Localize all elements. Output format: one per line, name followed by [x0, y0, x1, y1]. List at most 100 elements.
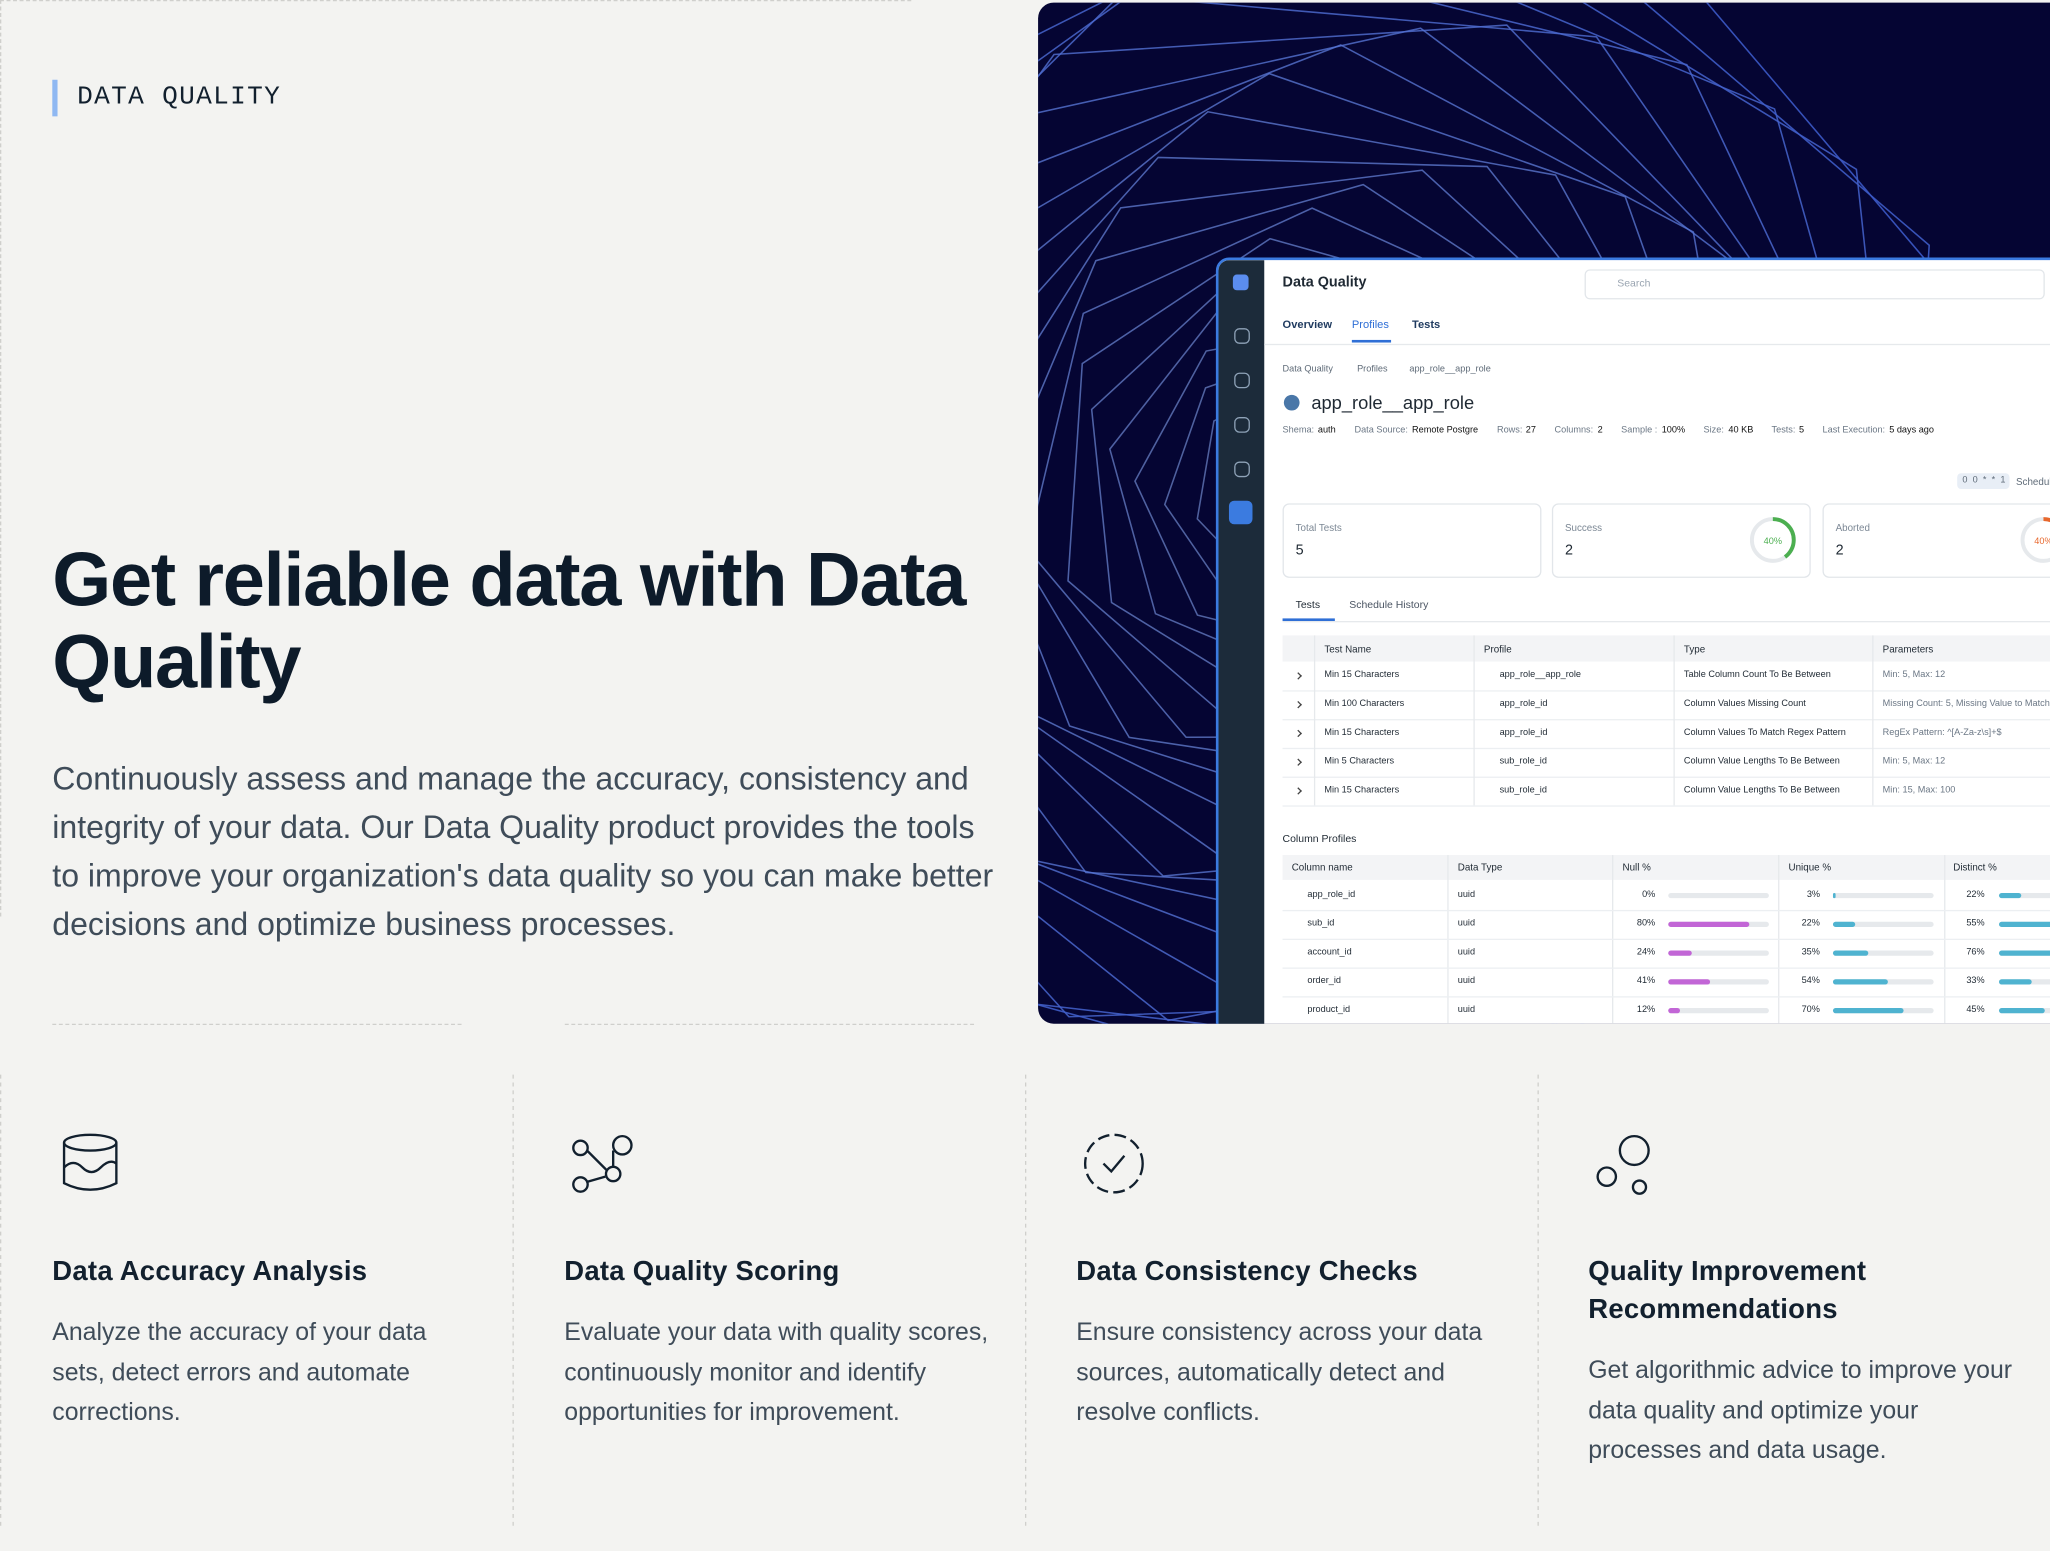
feature-description: Evaluate your data with quality scores, …: [564, 1319, 989, 1427]
th: Type: [1683, 642, 1706, 655]
meta-label: Last Execution:: [1822, 425, 1886, 436]
meta-label: Tests:: [1771, 425, 1796, 436]
td: Min 100 Characters: [1324, 699, 1405, 709]
feature-title: Data Consistency Checks: [1076, 1256, 1418, 1287]
bar-track: [1832, 950, 1934, 956]
stat-card: [1822, 503, 2050, 578]
td: app_role_id: [1499, 727, 1548, 738]
feature: Data Consistency Checks Ensure consistenc…: [1076, 1252, 1507, 1433]
app-window: Data Quality Search Overview Profiles Tests D…: [1215, 257, 2050, 1024]
th: Test Name: [1324, 642, 1372, 655]
sidebar-icon: [1228, 500, 1253, 525]
col-sep: [1313, 635, 1316, 806]
meta-label: Size:: [1703, 425, 1724, 436]
subtab-underline: [1282, 618, 1335, 622]
td: Min 15 Characters: [1324, 785, 1400, 795]
meta-value: auth: [1317, 425, 1336, 436]
td: Column Values To Match Regex Pattern: [1683, 727, 1846, 738]
stat-label: Aborted: [1835, 520, 1870, 533]
ring: 40%: [2020, 517, 2050, 563]
td: RegEx Pattern: ^[A-Za-z\s]+$: [1882, 727, 2002, 738]
ring: 40%: [1749, 517, 1796, 563]
ring-label: 40%: [2034, 536, 2050, 546]
td: Min 15 Characters: [1324, 727, 1400, 738]
meta-label: Sample :: [1621, 425, 1658, 436]
meta-label: Shema:: [1282, 425, 1315, 436]
td: app_role_id: [1499, 699, 1548, 709]
tab: Overview: [1282, 317, 1332, 331]
icon-cylinder: [62, 1133, 118, 1191]
stat-value: 2: [1835, 543, 1844, 559]
stat-value: 2: [1564, 543, 1573, 559]
pct-label: 22%: [1966, 890, 1985, 900]
th: Null %: [1622, 860, 1651, 873]
schedule-chip: [1957, 473, 2010, 489]
row-line: [1282, 805, 2050, 807]
bar-track: [1668, 1008, 1769, 1014]
feature-title: Quality Improvement Recommendations: [1588, 1256, 1867, 1325]
bar: [1668, 979, 1710, 985]
pct-label: 70%: [1801, 1005, 1820, 1015]
row-line: [1282, 967, 2050, 969]
accent-bar: [52, 79, 58, 117]
bar: [1832, 892, 1836, 899]
meta-value: 2: [1597, 425, 1603, 436]
stat-label: Success: [1564, 520, 1603, 533]
td: Min 5 Characters: [1324, 756, 1395, 766]
pct-label: 45%: [1966, 1005, 1985, 1015]
td: Min: 5, Max: 12: [1882, 670, 1946, 680]
description: Continuously assess and manage the accur…: [52, 762, 994, 943]
meta-value: 100%: [1661, 425, 1686, 436]
feature: Quality Improvement Recommendations Get a…: [1588, 1252, 2019, 1471]
icon-check: [1083, 1133, 1144, 1194]
bar: [1999, 1008, 2045, 1014]
icon-share: [572, 1134, 633, 1193]
td: uuid: [1457, 1005, 1476, 1015]
breadcrumb: Data Quality: [1282, 364, 1333, 374]
bar: [1999, 979, 2033, 985]
meta-label: Data Source:: [1354, 425, 1408, 436]
heading: Get reliable data with Data Quality: [52, 537, 966, 705]
bar: [1832, 950, 1869, 956]
schedule-cron: 0 0 * * 1: [1962, 475, 2007, 485]
th: Unique %: [1788, 860, 1832, 873]
pct-label: 0%: [1642, 890, 1656, 900]
row-line: [1282, 719, 2050, 721]
section-title: Column Profiles: [1282, 833, 1357, 845]
table-header: [1282, 855, 2050, 880]
td: product_id: [1307, 1005, 1351, 1015]
ring-value: [2020, 517, 2050, 563]
product-screenshot: Data Quality Search Overview Profiles Tests D…: [1038, 2, 2050, 1024]
stat-value: 5: [1295, 543, 1304, 559]
row-line: [1282, 747, 2050, 750]
td: sub_role_id: [1499, 785, 1547, 795]
bar: [1832, 921, 1856, 927]
meta-value: 5 days ago: [1889, 425, 1934, 436]
separator: [1282, 621, 2050, 623]
profile-icon: [1283, 394, 1300, 411]
sidebar-icon: [1234, 328, 1250, 344]
row-line: [1282, 690, 2050, 692]
feature-description: Ensure consistency across your data sour…: [1076, 1319, 1483, 1427]
td: Table Column Count To Be Between: [1683, 670, 1831, 680]
app-title: Data Quality: [1282, 275, 1367, 291]
pct-label: 22%: [1801, 918, 1820, 928]
tab-underline: [1351, 339, 1392, 343]
feature: Data Quality Scoring Evaluate your data w…: [564, 1252, 995, 1433]
td: sub_role_id: [1499, 756, 1547, 766]
separator: [1264, 343, 2050, 346]
td: order_id: [1307, 976, 1341, 986]
pct-label: 54%: [1801, 976, 1820, 986]
bar-track: [1668, 979, 1769, 985]
meta-label: Rows:: [1496, 425, 1523, 436]
pct-label: 55%: [1966, 918, 1985, 928]
col-sep: [1872, 635, 1874, 806]
search-placeholder: Search: [1617, 277, 1651, 290]
feature-description: Get algorithmic advice to improve your d…: [1588, 1357, 2013, 1465]
frame: [0, 0, 912, 917]
row-line: [1282, 996, 2050, 998]
meta-label: Columns:: [1554, 425, 1594, 436]
logo: [1232, 274, 1249, 291]
